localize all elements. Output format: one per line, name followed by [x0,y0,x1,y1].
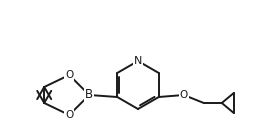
Text: N: N [134,56,142,66]
Text: B: B [85,89,93,101]
Text: O: O [180,90,188,100]
Text: O: O [65,70,73,80]
Text: O: O [65,110,73,120]
